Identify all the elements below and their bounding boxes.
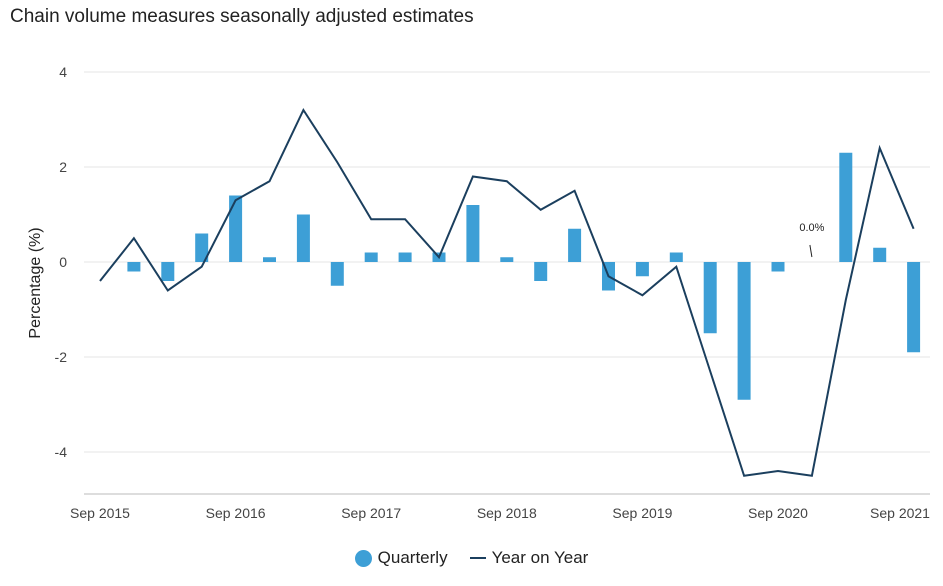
x-tick-label: Sep 2016 — [206, 505, 266, 521]
data-label-annotation: 0.0% — [799, 222, 824, 234]
x-tick-label: Sep 2019 — [612, 505, 672, 521]
x-tick-label: Sep 2015 — [70, 505, 130, 521]
bar-quarterly[interactable] — [873, 247, 887, 262]
quarterly-swatch-icon — [354, 549, 372, 567]
y-tick-label: -2 — [55, 349, 68, 365]
bar-quarterly[interactable] — [398, 252, 412, 263]
bar-quarterly[interactable] — [500, 257, 514, 262]
bar-quarterly[interactable] — [296, 214, 310, 263]
y-tick-label: 2 — [59, 159, 67, 175]
bar-quarterly[interactable] — [534, 262, 548, 281]
y-tick-label: 4 — [59, 64, 67, 80]
bar-quarterly[interactable] — [161, 262, 175, 281]
bar-quarterly[interactable] — [229, 195, 243, 263]
annotation-leader — [809, 244, 813, 258]
x-tick-label: Sep 2020 — [748, 505, 808, 521]
legend: Quarterly Year on Year — [0, 548, 943, 568]
x-tick-label: Sep 2021 — [870, 505, 930, 521]
legend-item-quarterly[interactable]: Quarterly — [354, 548, 448, 568]
bar-quarterly[interactable] — [771, 262, 785, 272]
bar-quarterly[interactable] — [669, 252, 683, 263]
y-tick-label: 0 — [59, 254, 67, 270]
chart-title: Chain volume measures seasonally adjuste… — [10, 6, 474, 27]
legend-label-year-on-year: Year on Year — [491, 548, 589, 567]
bar-quarterly[interactable] — [466, 205, 480, 262]
legend-label-quarterly: Quarterly — [377, 548, 448, 567]
bar-quarterly[interactable] — [907, 262, 921, 353]
bar-quarterly[interactable] — [330, 262, 344, 286]
year-on-year-swatch-icon — [469, 557, 486, 559]
bar-quarterly[interactable] — [703, 262, 717, 334]
line-year-on-year[interactable] — [99, 107, 915, 477]
bar-quarterly[interactable] — [839, 152, 853, 262]
bar-quarterly[interactable] — [127, 262, 141, 272]
legend-item-year-on-year[interactable]: Year on Year — [469, 548, 589, 568]
y-axis-title: Percentage (%) — [27, 227, 44, 338]
bar-quarterly[interactable] — [263, 257, 276, 262]
x-tick-label: Sep 2017 — [341, 505, 401, 521]
bar-quarterly[interactable] — [195, 233, 209, 263]
bar-quarterly[interactable] — [568, 228, 582, 262]
bar-quarterly[interactable] — [737, 262, 751, 400]
bar-quarterly[interactable] — [635, 262, 649, 277]
y-tick-label: -4 — [55, 444, 68, 460]
bar-quarterly[interactable] — [364, 252, 378, 263]
chart-area: 4 2 0 -2 -4 Percentage (%) 0.0% Sep 2015 Sep 201… — [27, 64, 930, 521]
x-tick-label: Sep 2018 — [477, 505, 537, 521]
